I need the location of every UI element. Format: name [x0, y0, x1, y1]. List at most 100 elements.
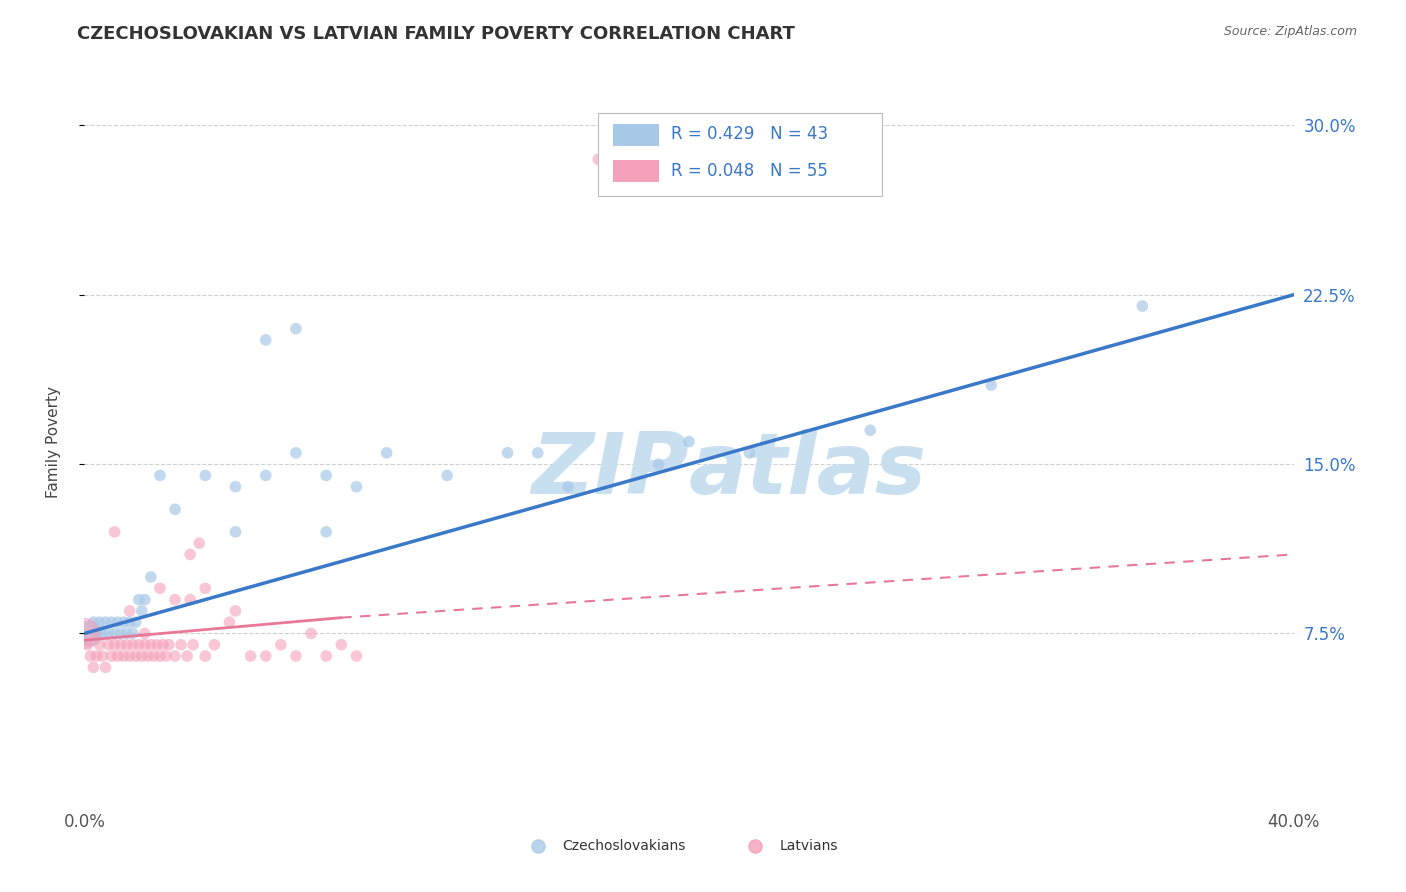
Point — [285, 446, 308, 460]
Point — [285, 648, 308, 663]
Point — [254, 468, 277, 483]
Text: atlas: atlas — [689, 429, 927, 512]
Point — [194, 582, 217, 596]
Point — [115, 638, 138, 652]
Point — [121, 638, 143, 652]
Point — [89, 638, 111, 652]
Point — [79, 626, 101, 640]
Point — [107, 615, 129, 630]
Point — [254, 648, 277, 663]
Point — [436, 468, 458, 483]
Point — [181, 638, 204, 652]
Point — [97, 638, 120, 652]
Point — [194, 468, 217, 483]
Point — [176, 648, 198, 663]
Text: Latvians: Latvians — [780, 839, 838, 853]
Point — [86, 648, 108, 663]
Text: Source: ZipAtlas.com: Source: ZipAtlas.com — [1223, 25, 1357, 38]
Point — [82, 660, 104, 674]
Point — [218, 615, 240, 630]
Point — [188, 536, 211, 550]
Point — [157, 638, 180, 652]
FancyBboxPatch shape — [613, 124, 659, 146]
Text: R = 0.048   N = 55: R = 0.048 N = 55 — [671, 161, 828, 179]
Point — [128, 638, 150, 652]
Point — [94, 660, 117, 674]
Text: R = 0.429   N = 43: R = 0.429 N = 43 — [671, 126, 828, 144]
Text: CZECHOSLOVAKIAN VS LATVIAN FAMILY POVERTY CORRELATION CHART: CZECHOSLOVAKIAN VS LATVIAN FAMILY POVERT… — [77, 25, 796, 43]
Text: Czechoslovakians: Czechoslovakians — [562, 839, 685, 853]
Point — [202, 638, 225, 652]
Point — [139, 638, 162, 652]
FancyBboxPatch shape — [599, 112, 883, 196]
Point — [165, 648, 187, 663]
Point — [239, 648, 262, 663]
Point — [104, 626, 127, 640]
Point — [346, 648, 368, 663]
Point — [165, 592, 187, 607]
Point — [496, 446, 519, 460]
Point — [678, 434, 700, 449]
Point — [152, 638, 174, 652]
Point — [315, 524, 337, 539]
Point — [100, 615, 122, 630]
Point — [128, 592, 150, 607]
Point — [859, 423, 882, 437]
Point — [100, 648, 122, 663]
Point — [527, 446, 550, 460]
Point — [104, 524, 127, 539]
Point — [149, 582, 172, 596]
Point — [315, 648, 337, 663]
Point — [285, 321, 308, 335]
Point — [115, 626, 138, 640]
Point — [149, 648, 172, 663]
Point — [104, 638, 127, 652]
Point — [97, 626, 120, 640]
Point — [73, 626, 96, 640]
Point — [91, 626, 114, 640]
Point — [346, 480, 368, 494]
Point — [125, 648, 148, 663]
Point — [131, 648, 153, 663]
Point — [110, 626, 132, 640]
Point — [179, 548, 201, 562]
Point — [225, 604, 247, 618]
Point — [254, 333, 277, 347]
Point — [299, 626, 322, 640]
Point — [165, 502, 187, 516]
Point — [107, 648, 129, 663]
Point — [170, 638, 193, 652]
Point — [225, 480, 247, 494]
Point — [134, 592, 156, 607]
Point — [89, 615, 111, 630]
Point — [149, 468, 172, 483]
Point — [146, 638, 169, 652]
Point — [375, 446, 398, 460]
Point — [125, 615, 148, 630]
Y-axis label: Family Poverty: Family Poverty — [46, 385, 60, 498]
Point — [134, 638, 156, 652]
Point — [270, 638, 292, 652]
Point — [131, 604, 153, 618]
Point — [980, 378, 1002, 392]
Point — [142, 648, 165, 663]
Point — [76, 638, 98, 652]
Point — [82, 615, 104, 630]
Point — [648, 457, 671, 471]
Point — [139, 570, 162, 584]
FancyBboxPatch shape — [613, 161, 659, 182]
Point — [134, 626, 156, 640]
Point — [136, 648, 159, 663]
Point — [91, 648, 114, 663]
Point — [112, 648, 135, 663]
Point — [94, 615, 117, 630]
Point — [118, 648, 141, 663]
Point — [1130, 299, 1153, 313]
Point — [194, 648, 217, 663]
Point — [557, 480, 579, 494]
Point — [112, 615, 135, 630]
Point — [225, 524, 247, 539]
Text: ZIP: ZIP — [531, 429, 689, 512]
Point — [588, 153, 610, 167]
Point — [330, 638, 353, 652]
